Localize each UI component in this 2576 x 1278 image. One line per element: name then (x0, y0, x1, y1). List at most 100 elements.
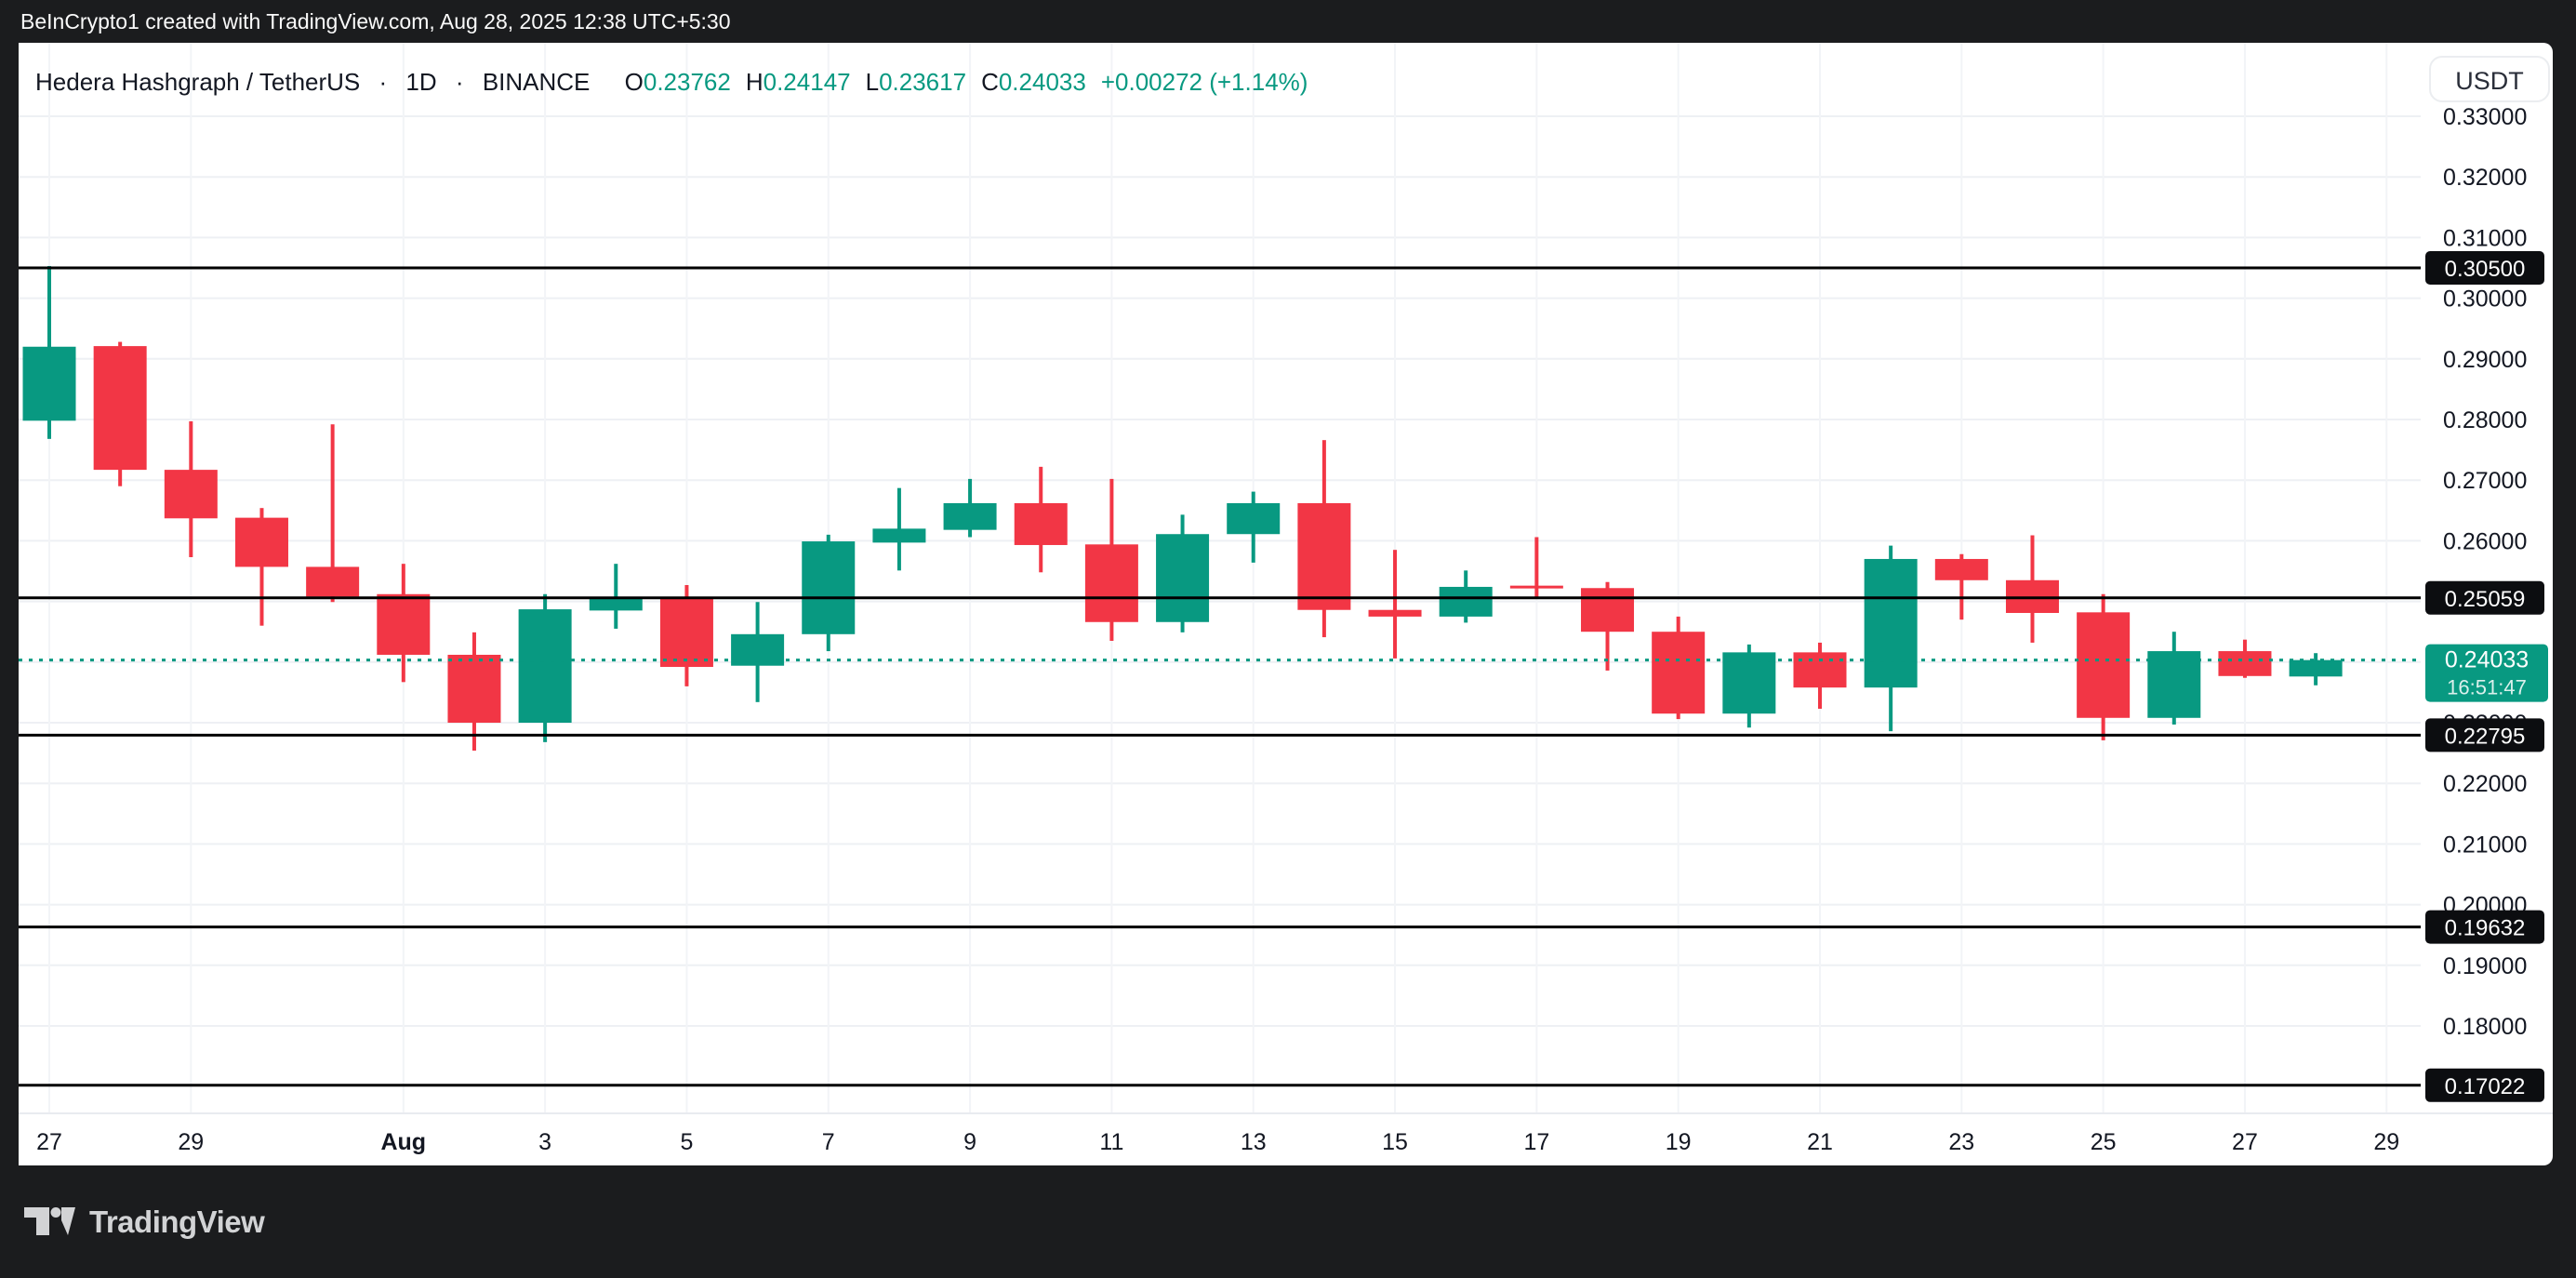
chart-canvas[interactable]: 0.33000 0.32000 0.31000 0.30000 0.29000 0.280… (19, 43, 2553, 1165)
price-tick-label: 0.31000 (2443, 225, 2527, 251)
time-tick-label: 3 (538, 1129, 551, 1155)
candle-aug-4 (589, 564, 643, 629)
time-tick-label: Aug (380, 1129, 426, 1155)
candle-body (1864, 558, 1918, 688)
candle-aug-1 (377, 564, 431, 683)
open-value: 0.23762 (643, 68, 731, 96)
tradingview-logo-text: TradingView (89, 1205, 265, 1239)
low-value: 0.23617 (879, 68, 967, 96)
time-tick-label: 15 (1382, 1129, 1408, 1155)
price-level-badge: 0.19632 (2425, 910, 2544, 944)
candle-body (1722, 652, 1776, 714)
tradingview-logo[interactable]: TradingView (24, 1205, 265, 1240)
candle-body (306, 566, 360, 597)
candle-aug-25 (2077, 593, 2131, 740)
current-price-badge: 0.24033 16:51:47 (2425, 644, 2548, 702)
price-tick-label: 0.29000 (2443, 347, 2527, 373)
time-tick-label: 27 (36, 1129, 62, 1155)
price-tick-label: 0.18000 (2443, 1014, 2527, 1040)
candle-aug-6 (731, 602, 785, 702)
candle-aug-19 (1652, 616, 1706, 720)
price-tick-label: 0.30000 (2443, 286, 2527, 313)
price-tick-label: 0.27000 (2443, 468, 2527, 494)
time-tick-label: 25 (2091, 1129, 2117, 1155)
price-level-badge-text: 0.17022 (2445, 1074, 2526, 1099)
candle-aug-15 (1368, 550, 1422, 659)
candle-body (377, 593, 431, 655)
price-level-badge-text: 0.22795 (2445, 724, 2526, 749)
price-tick-label: 0.22000 (2443, 771, 2527, 797)
candle-body (2077, 612, 2131, 718)
candle-body (1368, 609, 1422, 617)
candle-aug-26 (2147, 632, 2201, 725)
candle-body (1934, 558, 1988, 580)
candle-body (1084, 544, 1138, 622)
footer-bar: TradingView (0, 1165, 2576, 1278)
time-tick-label: 21 (1807, 1129, 1833, 1155)
candle-body (1581, 588, 1635, 632)
candle-aug-18 (1581, 581, 1635, 671)
candle-body (518, 609, 572, 723)
interval-label[interactable]: 1D (405, 68, 437, 96)
high-value: 0.24147 (763, 68, 851, 96)
candle-aug-13 (1227, 491, 1281, 563)
exchange-label[interactable]: BINANCE (482, 68, 591, 96)
ohlc-readout: O0.23762 H0.24147 L0.23617 C0.24033 +0.00272… (625, 68, 1308, 96)
candle-body (164, 470, 218, 519)
time-tick-label: 9 (963, 1129, 976, 1155)
candle-body (2147, 651, 2201, 718)
candle-aug-11 (1084, 478, 1138, 641)
tradingview-logo-icon (24, 1207, 75, 1235)
candle-jul-30 (234, 508, 288, 626)
candle-aug-14 (1297, 440, 1351, 638)
candle-body (1652, 632, 1706, 714)
candle-jul-28 (93, 341, 147, 486)
time-tick-label: 29 (2373, 1129, 2399, 1155)
symbol-title[interactable]: Hedera Hashgraph / TetherUS (35, 68, 361, 96)
candle-body (1793, 652, 1847, 688)
candle-body (22, 346, 76, 421)
attribution-bar: BeInCrypto1 created with TradingView.com… (0, 0, 2576, 43)
candle-body (1297, 502, 1351, 610)
candle-jul-31 (306, 424, 360, 603)
candle-aug-9 (943, 478, 997, 538)
separator-dot: · (378, 68, 388, 96)
candle-wick (330, 424, 335, 603)
chart-card: 0.33000 0.32000 0.31000 0.30000 0.29000 0.280… (19, 43, 2553, 1165)
low-label: L (865, 68, 880, 96)
high-label: H (745, 68, 764, 96)
currency-toggle-button[interactable]: USDT (2429, 56, 2550, 102)
current-price-badge-price: 0.24033 (2445, 647, 2529, 673)
price-tick-label: 0.33000 (2443, 104, 2527, 130)
candle-body (234, 517, 288, 567)
candle-body (447, 654, 501, 723)
candle-body (1227, 502, 1281, 535)
grid-layer (19, 43, 2553, 1114)
candle-body (802, 541, 856, 634)
candle-body (1014, 502, 1068, 545)
candle-body (1509, 585, 1563, 589)
price-tick-label: 0.21000 (2443, 832, 2527, 858)
price-tick-label: 0.28000 (2443, 407, 2527, 433)
time-tick-label: 29 (178, 1129, 204, 1155)
candles-layer[interactable] (22, 266, 2343, 751)
candle-wick (259, 508, 264, 626)
time-axis[interactable]: 27 29 Aug 3 5 7 9 11 13 15 17 19 21 23 25 27 29 (36, 1129, 2399, 1155)
price-axis[interactable]: 0.33000 0.32000 0.31000 0.30000 0.29000 0.280… (2425, 104, 2548, 1102)
candle-aug-5 (659, 584, 713, 686)
candle-aug-27 (2218, 639, 2272, 678)
open-label: O (624, 68, 644, 96)
change-value: +0.00272 (+1.14%) (1100, 68, 1308, 96)
candle-aug-21 (1793, 642, 1847, 710)
candle-countdown-timer: 16:51:47 (2447, 676, 2527, 699)
candle-aug-28 (2289, 653, 2343, 686)
time-tick-label: 23 (1948, 1129, 1974, 1155)
price-tick-label: 0.26000 (2443, 528, 2527, 554)
price-level-badge: 0.17022 (2425, 1068, 2544, 1102)
candle-aug-20 (1722, 644, 1776, 728)
candle-aug-17 (1509, 537, 1563, 599)
symbol-header: Hedera Hashgraph / TetherUS · 1D · BINAN… (35, 68, 1308, 96)
time-tick-label: 27 (2232, 1129, 2258, 1155)
candle-body (1439, 586, 1493, 617)
separator-dot: · (455, 68, 464, 96)
